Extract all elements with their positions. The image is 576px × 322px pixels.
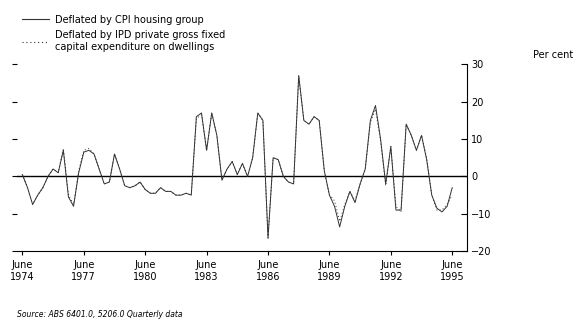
Text: Source: ABS 6401.0, 5206.0 Quarterly data: Source: ABS 6401.0, 5206.0 Quarterly dat… [17, 310, 183, 319]
Legend: Deflated by CPI housing group, Deflated by IPD private gross fixed
capital expen: Deflated by CPI housing group, Deflated … [22, 14, 225, 52]
Text: Per cent: Per cent [533, 50, 573, 60]
